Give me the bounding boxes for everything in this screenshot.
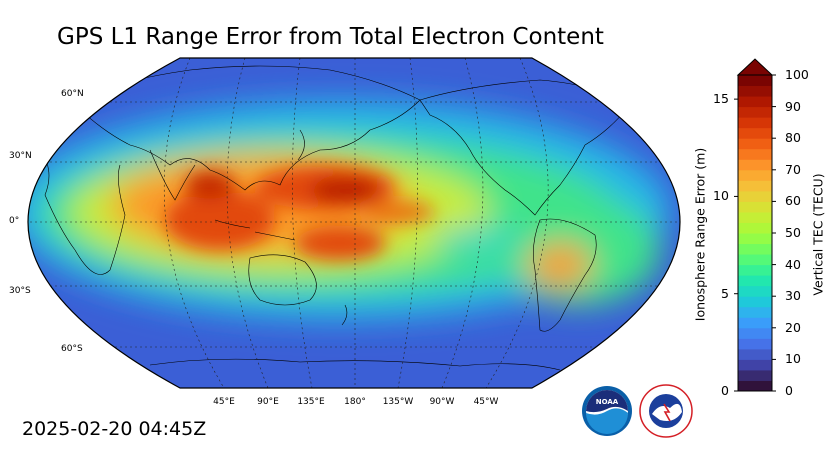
colorbar-band: [738, 233, 772, 245]
lon-label-90e: 90°E: [257, 397, 279, 407]
colorbar-band: [738, 359, 772, 371]
colorbar-right-tick-label: 10: [785, 351, 801, 367]
colorbar-right-tick-label: 50: [785, 225, 801, 240]
colorbar-right-tick-label: 70: [785, 161, 801, 177]
colorbar-band: [738, 138, 772, 150]
colorbar-band: [738, 148, 772, 160]
colorbar-band: [738, 264, 772, 276]
lon-label-135w: 135°W: [382, 397, 414, 407]
colorbar-band: [738, 380, 772, 392]
lon-label-45e: 45°E: [213, 397, 235, 407]
lat-label-30s: 30°S: [9, 286, 31, 296]
colorbar-left-tick-label: 15: [713, 91, 729, 107]
lon-label-135e: 135°E: [297, 397, 325, 407]
colorbar-band: [738, 85, 772, 97]
colorbar-right-tick-label: 100: [785, 67, 809, 82]
colorbar-band: [738, 338, 772, 350]
globe-outline: [27, 57, 681, 389]
lon-label-180: 180°: [344, 397, 366, 407]
colorbar-left-tick-label: 10: [713, 188, 729, 204]
timestamp: 2025-02-20 04:45Z: [22, 418, 207, 440]
colorbar-left-tick-label: 5: [721, 285, 729, 301]
nws-logo: [639, 384, 693, 438]
colorbar-band: [738, 243, 772, 255]
lon-label-90w: 90°W: [429, 397, 455, 407]
colorbar-band: [738, 75, 772, 87]
colorbar-band: [738, 201, 772, 213]
colorbar-band: [738, 306, 772, 318]
colorbar-band: [738, 222, 772, 234]
colorbar-band: [738, 106, 772, 118]
colorbar-band: [738, 211, 772, 223]
colorbar-band: [738, 254, 772, 266]
lat-label-30n: 30°N: [9, 151, 32, 161]
colorbar-band: [738, 285, 772, 297]
colorbar-right-label: Vertical TEC (TECU): [810, 173, 826, 296]
colorbar-extend-arrow: [736, 58, 774, 76]
colorbar-right-tick-label: 40: [785, 256, 801, 272]
colorbar-band: [738, 317, 772, 329]
colorbar-band: [738, 369, 772, 381]
colorbar-band: [738, 117, 772, 129]
colorbar-left-tick-label: 0: [721, 383, 729, 398]
colorbar-right-tick-label: 60: [785, 193, 801, 209]
lat-label-60n: 60°N: [61, 89, 84, 99]
colorbar-left-label: Ionosphere Range Error (m): [692, 147, 708, 322]
colorbar-bands: [738, 75, 772, 392]
colorbar-band: [738, 159, 772, 171]
colorbar-right-tick-label: 0: [785, 383, 793, 398]
colorbar-band: [738, 169, 772, 181]
noaa-logo: NOAA: [582, 386, 632, 436]
lon-label-45w: 45°W: [473, 397, 499, 407]
colorbar: [734, 58, 776, 392]
colorbar-band: [738, 348, 772, 360]
colorbar-band: [738, 190, 772, 202]
colorbar-band: [738, 180, 772, 192]
lat-label-0: 0°: [9, 216, 20, 226]
lat-label-60s: 60°S: [61, 344, 83, 354]
tec-field: [28, 58, 680, 388]
noaa-logo-text: NOAA: [596, 398, 619, 406]
colorbar-band: [738, 96, 772, 108]
colorbar-right-tick-label: 30: [785, 288, 801, 304]
colorbar-right-tick-label: 80: [785, 130, 801, 146]
colorbar-band: [738, 275, 772, 287]
colorbar-right-tick-label: 20: [785, 319, 801, 335]
graticule: [28, 58, 680, 388]
colorbar-right-tick-label: 90: [785, 98, 801, 114]
chart-title: GPS L1 Range Error from Total Electron C…: [57, 24, 604, 50]
coastlines: [39, 65, 661, 371]
colorbar-band: [738, 296, 772, 308]
colorbar-band: [738, 327, 772, 339]
colorbar-band: [738, 127, 772, 139]
